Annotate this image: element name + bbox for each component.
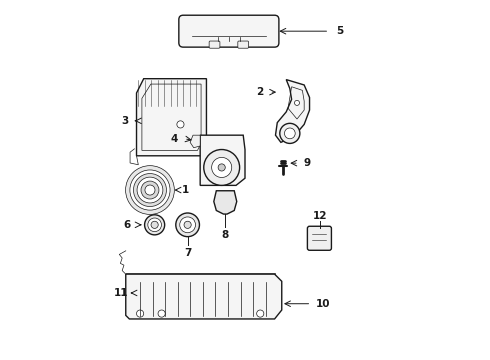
- Polygon shape: [214, 191, 237, 214]
- Text: 3: 3: [121, 116, 128, 126]
- Text: 8: 8: [221, 230, 229, 240]
- Circle shape: [212, 157, 232, 177]
- Text: 11: 11: [114, 288, 128, 298]
- Circle shape: [184, 221, 191, 228]
- Text: 6: 6: [123, 220, 131, 230]
- Polygon shape: [200, 135, 245, 185]
- Circle shape: [148, 218, 161, 231]
- Circle shape: [125, 166, 174, 215]
- Circle shape: [294, 100, 299, 105]
- Circle shape: [133, 174, 167, 207]
- Circle shape: [204, 149, 240, 185]
- Text: 4: 4: [170, 134, 177, 144]
- Circle shape: [180, 217, 196, 233]
- Text: 10: 10: [316, 299, 330, 309]
- Circle shape: [257, 310, 264, 317]
- Text: 5: 5: [337, 26, 343, 36]
- Text: 9: 9: [303, 158, 310, 168]
- Circle shape: [176, 213, 199, 237]
- Text: 12: 12: [312, 211, 327, 221]
- Polygon shape: [275, 80, 310, 142]
- Polygon shape: [137, 79, 206, 156]
- FancyBboxPatch shape: [307, 226, 331, 250]
- FancyBboxPatch shape: [209, 41, 220, 48]
- Text: 2: 2: [256, 87, 263, 97]
- Circle shape: [158, 310, 165, 317]
- FancyBboxPatch shape: [238, 41, 248, 48]
- Circle shape: [130, 170, 170, 210]
- Polygon shape: [190, 135, 200, 148]
- Text: 1: 1: [182, 185, 190, 195]
- Polygon shape: [126, 274, 282, 319]
- Circle shape: [177, 121, 184, 128]
- Circle shape: [141, 181, 159, 199]
- Circle shape: [285, 128, 295, 139]
- Circle shape: [145, 185, 155, 195]
- Circle shape: [280, 123, 300, 143]
- FancyBboxPatch shape: [126, 273, 274, 280]
- Circle shape: [137, 310, 144, 317]
- Circle shape: [218, 164, 225, 171]
- Text: 7: 7: [184, 248, 191, 258]
- Circle shape: [137, 177, 163, 203]
- Circle shape: [151, 221, 158, 228]
- FancyBboxPatch shape: [179, 15, 279, 47]
- Circle shape: [145, 215, 165, 235]
